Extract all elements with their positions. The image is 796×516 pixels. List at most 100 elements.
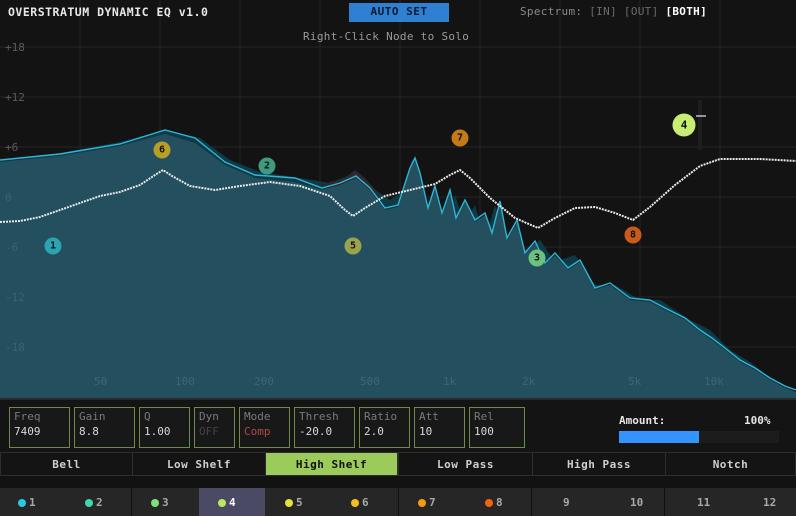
- param-label: Gain: [79, 410, 106, 423]
- y-tick-label: +12: [5, 91, 25, 104]
- eq-node-4[interactable]: 4: [672, 113, 696, 137]
- param-thresh[interactable]: Thresh -20.0: [294, 407, 355, 448]
- param-value: -20.0: [299, 425, 333, 438]
- param-value: Comp: [244, 425, 271, 438]
- band-parameters-panel: Freq 7409 Gain 8.8 Q 1.00 Dyn OFF Mode C…: [0, 398, 796, 452]
- eq-graph-canvas[interactable]: [0, 0, 796, 398]
- x-tick-label: 100: [175, 375, 195, 388]
- spectrum-option-both[interactable]: [BOTH]: [665, 5, 707, 18]
- band-label: 6: [362, 496, 369, 509]
- band-divider: [531, 488, 532, 516]
- amount-label: Amount:: [619, 414, 666, 427]
- param-freq[interactable]: Freq 7409: [9, 407, 70, 448]
- amount-slider-fill: [619, 431, 699, 443]
- filter-type-low-pass[interactable]: Low Pass: [398, 452, 533, 476]
- eq-node-1[interactable]: 1: [44, 237, 62, 255]
- param-attack[interactable]: Att 10: [414, 407, 465, 448]
- eq-node-8[interactable]: 8: [624, 226, 642, 244]
- spectrum-option-in[interactable]: [IN]: [589, 5, 617, 18]
- x-tick-label: 2k: [522, 375, 536, 388]
- eq-node-5[interactable]: 5: [344, 237, 362, 255]
- param-value: 100: [474, 425, 494, 438]
- eq-node-6[interactable]: 6: [153, 141, 171, 159]
- filter-type-low-shelf[interactable]: Low Shelf: [132, 452, 266, 476]
- band-selector: 1 2 3 4 5 6 7 8 9 10 11 12: [0, 488, 796, 516]
- band-selected-highlight: [199, 488, 265, 516]
- param-mode[interactable]: Mode Comp: [239, 407, 290, 448]
- band-tab-11[interactable]: 11: [697, 496, 711, 509]
- param-label: Thresh: [299, 410, 339, 423]
- param-label: Mode: [244, 410, 271, 423]
- param-value: 1.00: [144, 425, 171, 438]
- eq-node-3[interactable]: 3: [528, 249, 546, 267]
- eq-node-7[interactable]: 7: [451, 129, 469, 147]
- eq-graph[interactable]: OVERSTRATUM DYNAMIC EQ v1.0 AUTO SET Rig…: [0, 0, 796, 398]
- eq-node-2[interactable]: 2: [258, 157, 276, 175]
- band-tab-1[interactable]: 1: [18, 496, 36, 509]
- app-title: OVERSTRATUM DYNAMIC EQ v1.0: [8, 5, 209, 19]
- x-tick-label: 500: [360, 375, 380, 388]
- band-color-dot-icon: [85, 499, 93, 507]
- band-tab-2[interactable]: 2: [85, 496, 103, 509]
- y-tick-label: -12: [5, 291, 25, 304]
- output-spectrum: [0, 134, 796, 398]
- param-label: Ratio: [364, 410, 398, 423]
- y-tick-label: +6: [5, 141, 19, 154]
- band-color-dot-icon: [18, 499, 26, 507]
- filter-type-high-pass[interactable]: High Pass: [532, 452, 666, 476]
- eq-curve: [0, 158, 796, 230]
- band-color-dot-icon: [151, 499, 159, 507]
- band-tab-8[interactable]: 8: [485, 496, 503, 509]
- param-label: Att: [419, 410, 439, 423]
- band-color-dot-icon: [351, 499, 359, 507]
- band-tab-9[interactable]: 9: [563, 496, 570, 509]
- param-label: Freq: [14, 410, 41, 423]
- band-label: 5: [296, 496, 303, 509]
- param-value: 10: [419, 425, 433, 438]
- x-tick-label: 200: [254, 375, 274, 388]
- param-label: Q: [144, 410, 151, 423]
- band-label: 4: [229, 496, 236, 509]
- band-color-dot-icon: [418, 499, 426, 507]
- filter-type-high-shelf[interactable]: High Shelf: [265, 452, 398, 476]
- param-label: Dyn: [199, 410, 219, 423]
- spectrum-option-out[interactable]: [OUT]: [623, 5, 659, 18]
- param-ratio[interactable]: Ratio 2.0: [359, 407, 410, 448]
- band-label: 7: [429, 496, 436, 509]
- filter-type-selector: Bell Low Shelf High Shelf Low Pass High …: [0, 452, 796, 476]
- band-tab-12[interactable]: 12: [763, 496, 777, 509]
- solo-hint: Right-Click Node to Solo: [303, 30, 470, 43]
- param-value: OFF: [199, 425, 219, 438]
- amount-value: 100%: [744, 414, 771, 427]
- param-gain[interactable]: Gain 8.8: [74, 407, 135, 448]
- band-tab-7[interactable]: 7: [418, 496, 436, 509]
- band-label: 1: [29, 496, 36, 509]
- band-divider: [664, 488, 665, 516]
- band-color-dot-icon: [285, 499, 293, 507]
- auto-set-button[interactable]: AUTO SET: [349, 3, 449, 22]
- y-tick-label: -18: [5, 341, 25, 354]
- band-label: 2: [96, 496, 103, 509]
- param-release[interactable]: Rel 100: [469, 407, 525, 448]
- param-q[interactable]: Q 1.00: [139, 407, 190, 448]
- band-color-dot-icon: [485, 499, 493, 507]
- band-divider: [398, 488, 399, 516]
- band-tab-4[interactable]: 4: [218, 496, 236, 509]
- band-tab-10[interactable]: 10: [630, 496, 644, 509]
- y-tick-label: +18: [5, 41, 25, 54]
- y-tick-label: 0: [5, 191, 12, 204]
- band-tab-3[interactable]: 3: [151, 496, 169, 509]
- filter-type-bell[interactable]: Bell: [0, 452, 133, 476]
- x-tick-label: 5k: [628, 375, 642, 388]
- x-tick-label: 50: [94, 375, 108, 388]
- param-dyn[interactable]: Dyn OFF: [194, 407, 235, 448]
- amount-slider[interactable]: [619, 431, 779, 443]
- filter-type-notch[interactable]: Notch: [665, 452, 796, 476]
- band-label: 3: [162, 496, 169, 509]
- band-divider: [131, 488, 132, 516]
- band-tab-5[interactable]: 5: [285, 496, 303, 509]
- y-tick-label: -6: [5, 241, 19, 254]
- x-tick-label: 1k: [443, 375, 457, 388]
- param-value: 2.0: [364, 425, 384, 438]
- band-tab-6[interactable]: 6: [351, 496, 369, 509]
